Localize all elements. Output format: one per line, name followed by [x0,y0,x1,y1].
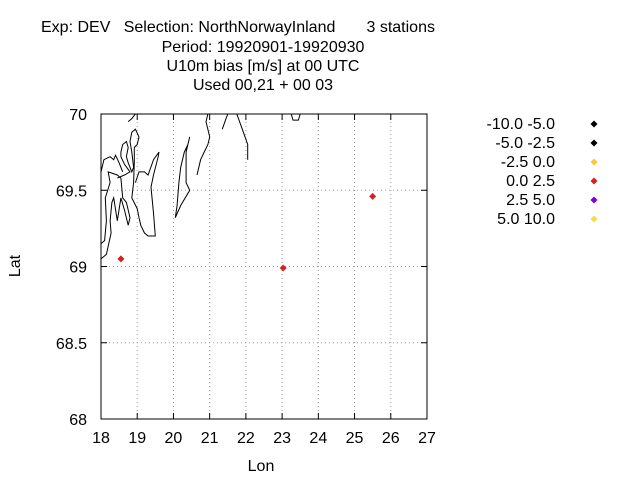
coastline-map [101,114,301,260]
coastline [196,114,211,176]
y-tick-label: 70 [69,107,87,124]
x-tick-label: 23 [273,430,291,447]
legend-marker [590,177,598,185]
x-tick-label: 19 [128,430,146,447]
grid [101,114,427,419]
coastline [290,114,301,121]
coastline [101,153,124,173]
coastline [101,171,131,260]
coastline [127,114,136,122]
y-axis-label: Lat [7,254,24,277]
title-line: Exp: DEV Selection: NorthNorwayInland 3 … [41,19,435,36]
legend-marker [590,196,598,204]
station-point [279,264,287,272]
legend-marker [590,158,598,166]
legend-label: -5.0 -2.5 [495,135,555,152]
coastline [236,114,249,160]
coastline [117,128,160,237]
y-tick-label: 68 [69,412,87,429]
station-point [369,192,377,200]
y-tick-label: 69.5 [56,183,87,200]
legend-marker [590,120,598,128]
x-tick-label: 25 [346,430,364,447]
x-axis: 18 19 20 21 22 23 24 25 26 27 [92,114,436,447]
legend-label: 5.0 10.0 [497,211,555,228]
y-tick-label: 68.5 [56,336,87,353]
legend-label: 2.5 5.0 [506,192,555,209]
x-tick-label: 24 [309,430,327,447]
coastline [174,136,191,218]
x-tick-label: 20 [165,430,183,447]
x-tick-label: 21 [201,430,219,447]
title-line: Period: 19920901-19920930 [162,39,365,56]
y-tick-label: 69 [69,260,87,277]
data-points [117,192,377,272]
title-line: U10m bias [m/s] at 00 UTC [167,58,360,75]
legend-label: 0.0 2.5 [506,173,555,190]
title-line: Used 00,21 + 00 03 [193,77,333,94]
legend-marker [590,139,598,147]
x-tick-label: 22 [237,430,255,447]
chart-title: Exp: DEV Selection: NorthNorwayInland 3 … [41,19,435,94]
x-tick-label: 18 [92,430,110,447]
legend-marker [590,215,598,223]
x-tick-label: 26 [382,430,400,447]
legend-label: -10.0 -5.0 [487,116,556,133]
x-axis-label: Lon [248,458,275,475]
legend-label: -2.5 0.0 [501,154,555,171]
legend: -10.0 -5.0 -5.0 -2.5 -2.5 0.0 0.0 2.5 2.5 5.… [487,116,598,228]
station-point [117,255,125,263]
x-tick-label: 27 [418,430,436,447]
y-axis: 68 68.5 69 69.5 70 [56,107,427,429]
coastline [221,114,229,130]
